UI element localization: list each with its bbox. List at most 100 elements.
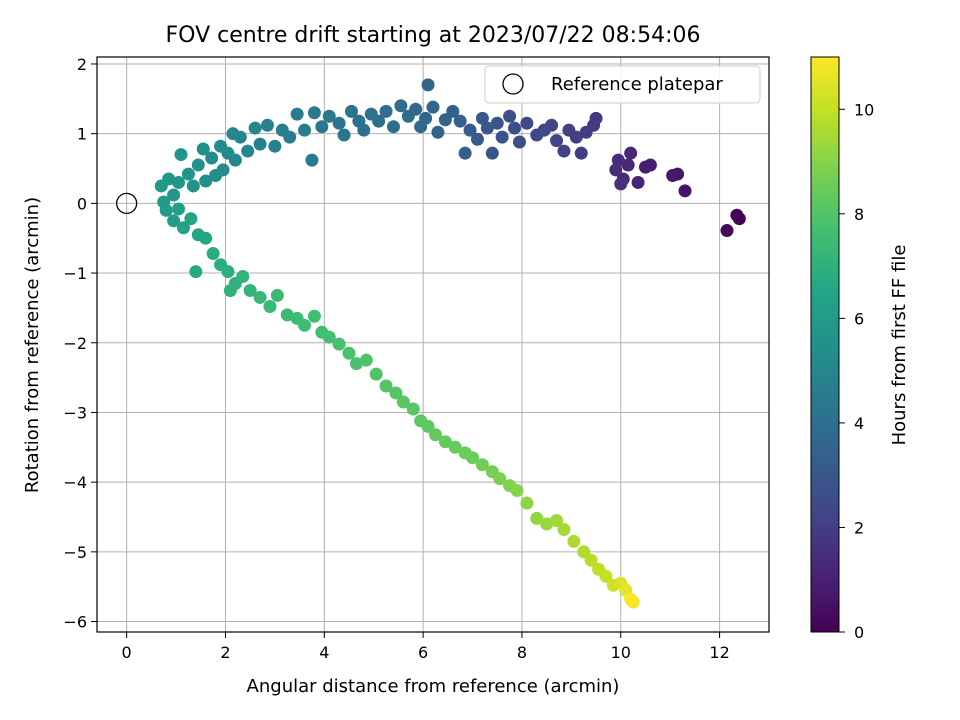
y-tick-label: 1 (77, 125, 87, 144)
data-point (421, 78, 435, 92)
data-point (557, 144, 571, 158)
colorbar: 0 2 4 6 8 10 Hours from first FF file (810, 56, 910, 642)
y-tick-label: −5 (63, 543, 87, 562)
data-point (352, 114, 366, 128)
data-point (579, 125, 593, 139)
data-point (475, 111, 489, 125)
data-point (298, 123, 312, 137)
legend-marker-icon (502, 73, 524, 95)
data-point (562, 123, 576, 137)
data-point (199, 174, 213, 188)
y-tick-label: −1 (63, 264, 87, 283)
reference-platepar-point (115, 192, 138, 215)
data-point (172, 202, 186, 216)
data-point (678, 184, 692, 198)
data-point (406, 402, 420, 416)
data-points (154, 78, 746, 609)
data-point (248, 121, 262, 135)
data-point (167, 214, 181, 228)
y-tick-label: 0 (77, 194, 87, 213)
data-point (732, 212, 746, 226)
data-point (337, 128, 351, 142)
data-point (270, 288, 284, 302)
data-point (322, 330, 336, 344)
data-point (174, 148, 188, 162)
data-point (214, 139, 228, 153)
data-point (567, 534, 581, 548)
data-point (438, 113, 452, 127)
data-point (550, 513, 564, 527)
data-point (574, 146, 588, 160)
x-tick-label: 10 (611, 643, 631, 662)
data-point (221, 265, 235, 279)
grid (97, 57, 769, 632)
data-point (243, 283, 257, 297)
data-point (359, 353, 373, 367)
data-point (307, 106, 321, 120)
colorbar-ticks: 0 2 4 6 8 10 (839, 100, 874, 642)
data-point (621, 158, 635, 172)
data-point (196, 142, 210, 156)
data-point (414, 120, 428, 134)
data-point (453, 114, 467, 128)
y-tick-label: −2 (63, 334, 87, 353)
data-point (584, 553, 598, 567)
data-point (191, 158, 205, 172)
legend: Reference platepar (484, 65, 761, 104)
colorbar-tick-label: 6 (854, 309, 864, 328)
data-point (463, 123, 477, 137)
colorbar-tick-label: 8 (854, 205, 864, 224)
data-point (184, 212, 198, 226)
data-point (159, 203, 173, 217)
x-tick-label: 12 (709, 643, 729, 662)
y-axis-ticks: −6 −5 −4 −3 −2 −1 0 1 2 (63, 55, 97, 632)
legend-box (484, 65, 761, 104)
data-point (426, 100, 440, 114)
data-point (205, 151, 219, 165)
x-tick-label: 6 (418, 643, 428, 662)
data-point (379, 379, 393, 393)
data-point (349, 357, 363, 371)
y-tick-label: 2 (77, 55, 87, 74)
data-point (260, 118, 274, 132)
data-point (446, 104, 460, 118)
data-point (470, 132, 484, 146)
data-point (475, 458, 489, 472)
data-point (510, 484, 524, 498)
data-point (386, 120, 400, 134)
y-axis-label: Rotation from reference (arcmin) (22, 197, 43, 493)
data-point (344, 104, 358, 118)
data-point (236, 270, 250, 284)
data-point (438, 435, 452, 449)
y-tick-label: −4 (63, 473, 87, 492)
y-tick-label: −6 (63, 613, 87, 632)
data-point (638, 160, 652, 174)
data-point (268, 139, 282, 153)
colorbar-tick-label: 0 (854, 623, 864, 642)
data-point (520, 496, 534, 510)
chart-title: FOV centre drift starting at 2023/07/22 … (166, 23, 701, 48)
data-point (186, 179, 200, 193)
data-point (305, 153, 319, 167)
data-point (609, 163, 623, 177)
x-axis-label: Angular distance from reference (arcmin) (247, 676, 620, 697)
plot-frame (96, 56, 770, 633)
data-point (503, 109, 517, 123)
data-point (428, 428, 442, 442)
colorbar-label: Hours from first FF file (889, 245, 910, 446)
data-point (530, 128, 544, 142)
data-point (322, 109, 336, 123)
colorbar-tick-label: 10 (854, 100, 874, 119)
data-point (206, 247, 220, 261)
data-point (241, 144, 255, 158)
data-point (520, 116, 534, 130)
data-point (421, 419, 435, 433)
data-point (379, 104, 393, 118)
data-point (364, 107, 378, 121)
data-point (226, 127, 240, 141)
x-tick-label: 8 (517, 643, 527, 662)
data-point (493, 472, 507, 486)
data-point (189, 265, 203, 279)
